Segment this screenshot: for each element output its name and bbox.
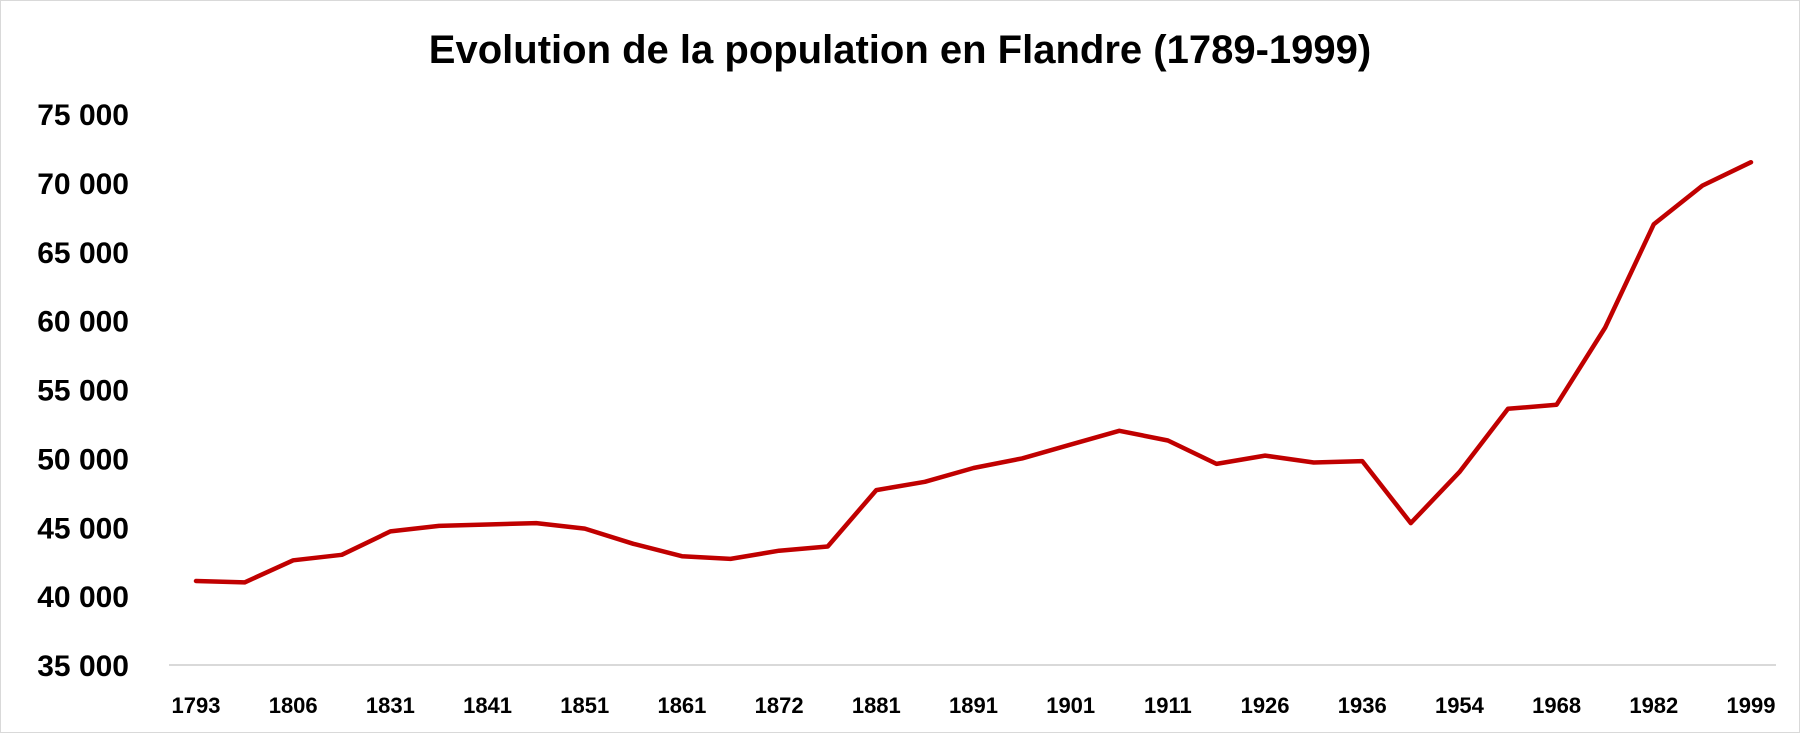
x-tick-label: 1793: [172, 693, 221, 718]
x-tick-label: 1968: [1532, 693, 1581, 718]
y-tick-label: 40 000: [37, 581, 129, 614]
x-tick-label: 1999: [1727, 693, 1776, 718]
x-tick-label: 1872: [755, 693, 804, 718]
x-tick-label: 1851: [560, 693, 609, 718]
x-tick-label: 1881: [852, 693, 901, 718]
y-axis-labels: 35 000 40 000 45 000 50 000 55 000 60 000 65 0…: [37, 99, 129, 683]
series-line-population: [193, 159, 1754, 585]
x-tick-label: 1891: [949, 693, 998, 718]
x-tick-label: 1911: [1144, 693, 1192, 718]
x-tick-label: 1982: [1629, 693, 1678, 718]
chart-title: Evolution de la population en Flandre (1…: [429, 28, 1371, 72]
y-tick-label: 70 000: [37, 168, 129, 201]
y-tick-label: 65 000: [37, 237, 129, 270]
x-tick-label: 1831: [366, 693, 415, 718]
x-tick-label: 1926: [1241, 693, 1290, 718]
x-axis-labels: 1793 1806 1831 1841 1851 1861 1872 1881 1891 1901…: [172, 693, 1776, 718]
x-tick-label: 1861: [657, 693, 706, 718]
y-tick-label: 55 000: [37, 375, 129, 408]
y-tick-label: 60 000: [37, 306, 129, 339]
y-tick-label: 35 000: [37, 650, 129, 683]
x-tick-label: 1936: [1338, 693, 1387, 718]
x-tick-label: 1954: [1435, 693, 1485, 718]
y-tick-label: 75 000: [37, 99, 129, 132]
x-tick-label: 1841: [463, 693, 512, 718]
y-tick-label: 45 000: [37, 512, 129, 545]
x-tick-label: 1806: [269, 693, 318, 718]
x-tick-label: 1901: [1046, 693, 1095, 718]
y-tick-label: 50 000: [37, 443, 129, 476]
